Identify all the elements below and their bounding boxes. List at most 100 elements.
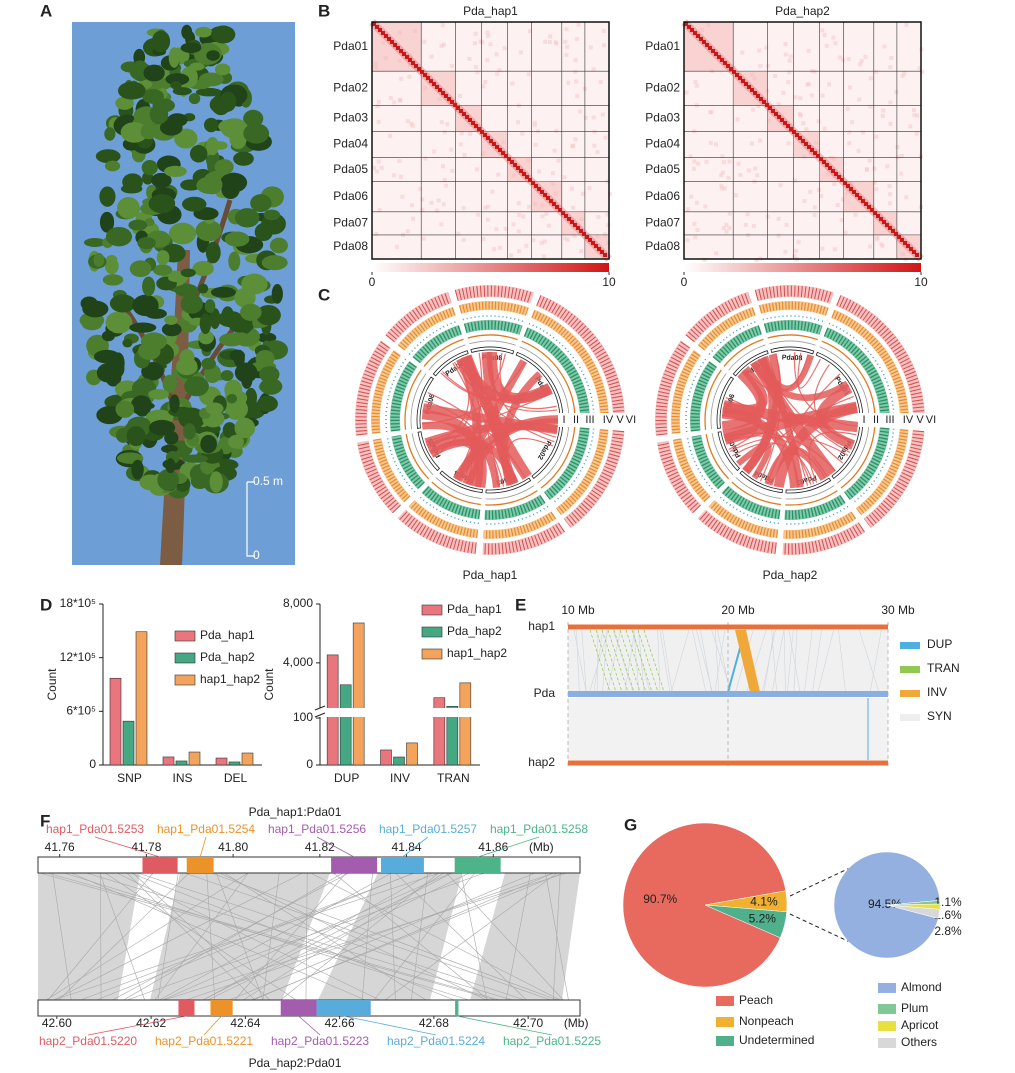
foliage [189,145,208,163]
contact [498,245,503,250]
ring-VI [711,433,734,475]
contact [692,221,697,226]
foliage [194,26,213,38]
diagonal [462,112,466,116]
contact [702,257,707,262]
contact [686,207,691,212]
contact [819,193,824,198]
foliage [263,209,281,221]
ring-IV-stripe [690,361,717,432]
ideogram [470,346,515,355]
contact [847,141,852,146]
diagonal [729,67,733,71]
contact [449,63,454,68]
diagonal [831,169,835,173]
contact [688,154,693,159]
synteny-link [53,872,303,1001]
ring-IV [784,494,846,520]
ring-I [656,440,702,514]
contact [485,58,490,63]
chord [454,352,483,479]
legend-swatch [174,652,196,664]
ring-I [863,430,925,529]
foliage [83,238,106,247]
synteny-link [203,872,433,1001]
contact [517,249,522,254]
chrom-label: Pda05 [333,162,368,176]
diagonal [693,31,697,35]
gene [142,857,178,873]
foliage [102,274,124,286]
diagonal [594,244,598,248]
ring-III [708,320,758,355]
tran-link [643,629,665,693]
x-tick-label: DUP [334,771,359,785]
bar [122,720,135,766]
ideogram [432,350,469,377]
contact [531,238,536,243]
diagonal [378,28,382,32]
ring-V [731,481,781,506]
legend-swatch [878,1004,896,1014]
ring-I-stripe [536,295,625,425]
contact [868,104,873,109]
chrom-label: Pda04 [645,137,680,151]
ring-II-stripe [671,350,701,434]
diagonal [531,181,535,185]
scale-label: 0 [253,548,260,562]
contact [539,240,544,245]
contact [900,73,905,78]
legend-label: Peach [739,993,773,1007]
diagonal [846,184,850,188]
track-label: VI [926,414,936,426]
colorbar [684,263,921,272]
diagonal [573,223,577,227]
synteny-link [184,872,551,1001]
chrom-label: Pda08 [333,239,368,253]
diagonal [435,85,439,89]
y-tick-label: 4,000 [283,655,313,669]
contact [727,226,732,231]
ring-I-stripe [782,522,865,555]
contact [392,100,397,105]
diagonal [507,157,511,161]
synteny-link [229,872,536,1001]
ring-I [563,430,625,529]
foliage [105,358,125,379]
contact [757,48,762,53]
syn-link [804,629,813,693]
contact [524,243,529,248]
gene [331,857,378,873]
diagonal [873,211,877,215]
foliage [205,241,221,264]
contact [444,183,449,188]
contact [492,247,497,252]
contact [601,43,606,48]
ring-V [540,427,576,489]
contact [735,117,740,122]
synteny-link [163,872,567,1001]
chord [736,442,772,480]
colorbar-label: 10 [602,275,616,289]
ideogram [717,431,741,472]
gene-label: hap2_Pda01.5220 [39,1034,137,1048]
circos-title: Pda_hap2 [763,568,818,582]
ring-VI [410,373,427,430]
contact [881,108,886,113]
contact [786,80,791,85]
foliage [209,307,221,330]
synteny-link [373,872,475,1001]
ring-III [686,437,716,493]
contact [847,130,852,135]
diagonal [750,88,754,92]
diagonal [417,67,421,71]
ring-II [855,429,909,516]
contact [783,249,788,254]
synteny-link [71,872,366,1001]
diagonal [432,82,436,86]
diagonal [471,121,475,125]
diagonal [849,187,853,191]
ring-I-stripe [836,295,925,425]
diagonal [399,49,403,53]
synteny-link [58,872,190,1001]
